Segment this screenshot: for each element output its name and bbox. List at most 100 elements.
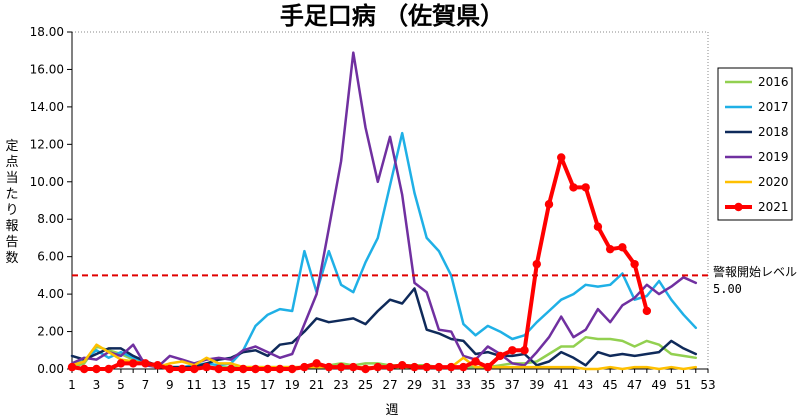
x-axis-label: 週	[385, 403, 398, 418]
data-point-2021	[287, 364, 297, 374]
data-point-2021	[557, 153, 566, 162]
data-point-2021	[67, 362, 77, 372]
data-point-2021	[385, 362, 395, 372]
y-tick-label: 18.00	[30, 25, 64, 39]
x-tick-label: 43	[578, 378, 593, 392]
legend-label-2020: 2020	[758, 175, 789, 189]
legend: 2016 2017 2018 2019 2020 2021	[717, 67, 793, 221]
x-tick-label: 7	[142, 378, 150, 392]
y-axis-label-char: た	[5, 187, 18, 202]
legend-label-2018: 2018	[758, 125, 789, 139]
x-tick-label: 51	[676, 378, 691, 392]
series-line-2021	[70, 155, 649, 371]
data-point-2021	[398, 361, 407, 370]
threshold-label: 警報開始レベル	[713, 264, 797, 279]
data-point-2021	[104, 364, 113, 374]
y-tick-label: 4.00	[37, 287, 64, 301]
data-point-2021	[214, 364, 223, 374]
data-point-2021	[300, 362, 309, 372]
x-tick-label: 35	[480, 378, 495, 392]
data-point-2021	[361, 364, 370, 374]
data-point-2021	[569, 183, 578, 192]
data-point-2021	[471, 357, 480, 366]
y-tick-label: 16.00	[30, 62, 64, 76]
y-axis-label-char: 数	[5, 251, 18, 266]
data-point-2021	[80, 364, 89, 374]
x-tick-label: 9	[166, 378, 174, 392]
legend-box	[717, 67, 793, 221]
y-axis-label-char: 告	[5, 235, 18, 250]
data-point-2021	[520, 346, 529, 355]
x-tick-label: 5	[117, 378, 125, 392]
data-point-2021	[165, 364, 175, 374]
series-line-2019	[70, 51, 698, 369]
y-tick-label: 12.00	[30, 137, 64, 151]
legend-label-2019: 2019	[758, 150, 789, 164]
data-point-2021	[275, 364, 285, 374]
y-axis-label-char: り	[5, 203, 18, 218]
data-point-2021	[605, 244, 615, 254]
y-axis-label-char: 点	[5, 155, 18, 170]
x-tick-label: 41	[554, 378, 569, 392]
chart-title: 手足口病 （佐賀県）	[280, 2, 504, 30]
y-tick-label: 10.00	[30, 175, 64, 189]
y-tick-label: 8.00	[37, 212, 64, 226]
x-tick-label: 11	[187, 378, 202, 392]
x-tick-label: 17	[260, 378, 275, 392]
data-point-2021	[434, 362, 444, 372]
data-point-2021	[128, 359, 138, 368]
data-point-2021	[630, 259, 639, 269]
data-point-2021	[410, 362, 419, 372]
data-point-2021	[532, 259, 541, 269]
data-point-2021	[349, 362, 358, 372]
y-tick-label: 0.00	[37, 362, 64, 376]
x-tick-label: 33	[456, 378, 471, 392]
y-tick-label: 14.00	[30, 100, 64, 114]
data-point-2021	[618, 243, 627, 252]
data-point-2021	[141, 359, 150, 368]
legend-label-2016: 2016	[758, 75, 789, 89]
data-point-2021	[153, 361, 162, 370]
data-point-2021	[581, 183, 590, 192]
data-point-2021	[422, 362, 431, 372]
data-point-2021	[373, 362, 382, 372]
y-tick-label: 6.00	[37, 250, 64, 264]
x-tick-label: 29	[407, 378, 422, 392]
y-axis-label-char: 定	[5, 139, 18, 154]
data-point-2021	[593, 222, 603, 231]
data-point-2021	[202, 362, 211, 372]
data-point-2021	[508, 346, 517, 355]
data-point-2021	[92, 364, 101, 374]
data-point-2021	[336, 362, 346, 372]
data-point-2021	[190, 364, 199, 374]
x-tick-label: 3	[93, 378, 101, 392]
data-point-2021	[324, 362, 334, 372]
legend-label-2021: 2021	[758, 200, 789, 214]
data-point-2021	[177, 364, 187, 374]
x-tick-label: 49	[651, 378, 666, 392]
x-tick-label: 13	[211, 378, 226, 392]
data-point-2021	[483, 362, 493, 372]
data-point-2021	[263, 364, 272, 374]
data-point-2021	[446, 362, 456, 372]
x-tick-label: 25	[358, 378, 373, 392]
x-tick-label: 27	[382, 378, 397, 392]
x-tick-label: 23	[333, 378, 348, 392]
x-tick-label: 39	[529, 378, 544, 392]
data-point-2021	[239, 364, 248, 374]
x-tick-label: 47	[627, 378, 642, 392]
data-point-2021	[251, 364, 260, 374]
x-tick-label: 37	[505, 378, 520, 392]
data-point-2021	[459, 362, 468, 372]
x-tick-label: 31	[431, 378, 446, 392]
data-point-2021	[544, 200, 554, 209]
x-tick-label: 15	[236, 378, 251, 392]
data-point-2021	[642, 306, 652, 316]
legend-marker-2021	[734, 202, 743, 212]
data-point-2021	[116, 359, 126, 368]
series-line-2017	[70, 131, 698, 369]
series-line-2018	[70, 287, 698, 369]
